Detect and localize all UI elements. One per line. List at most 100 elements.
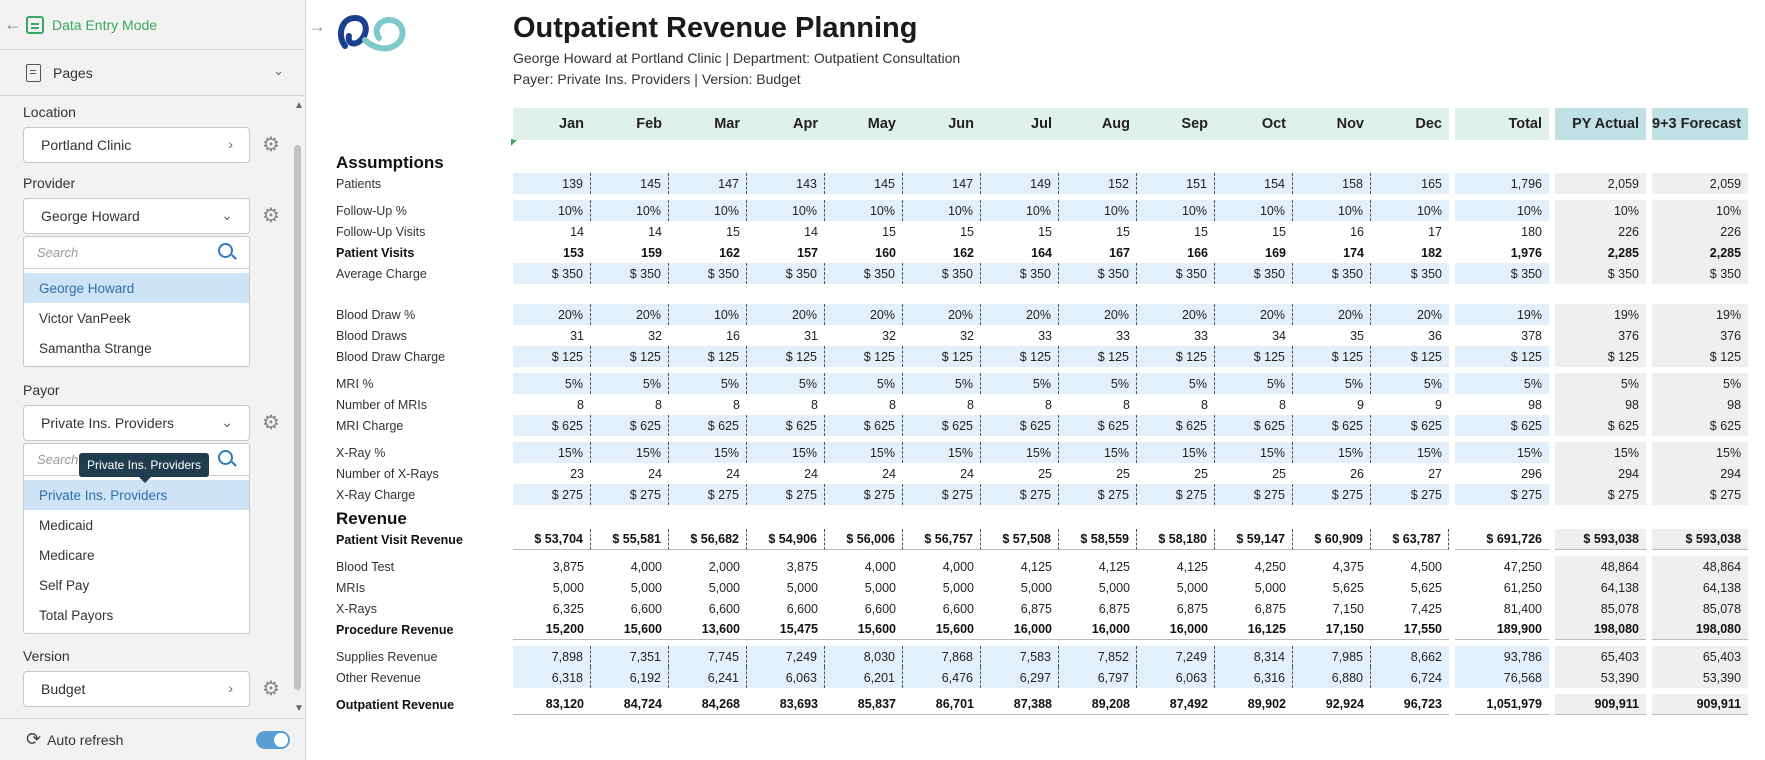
month-value-cell[interactable]: 10%	[591, 200, 669, 221]
month-value-cell[interactable]: 7,249	[747, 646, 825, 667]
month-value-cell[interactable]: 20%	[1215, 304, 1293, 325]
search-icon[interactable]	[218, 450, 233, 465]
month-value-cell[interactable]: 7,249	[1137, 646, 1215, 667]
month-value-cell[interactable]: $ 625	[1293, 415, 1371, 436]
month-value-cell[interactable]: 20%	[747, 304, 825, 325]
month-value-cell[interactable]: 8,662	[1371, 646, 1449, 667]
month-value-cell[interactable]: 20%	[513, 304, 591, 325]
month-value-cell[interactable]: 15%	[825, 442, 903, 463]
month-value-cell[interactable]: 5%	[981, 373, 1059, 394]
month-value-cell[interactable]: $ 125	[513, 346, 591, 367]
month-value-cell[interactable]: 20%	[1137, 304, 1215, 325]
month-value-cell[interactable]: 10%	[669, 304, 747, 325]
provider-option[interactable]: George Howard	[24, 273, 249, 303]
month-value-cell[interactable]: $ 275	[1215, 484, 1293, 505]
month-value-cell[interactable]: $ 350	[903, 263, 981, 284]
month-value-cell[interactable]: 15%	[1059, 442, 1137, 463]
month-value-cell[interactable]: 7,852	[1059, 646, 1137, 667]
month-value-cell[interactable]: 158	[1293, 173, 1371, 194]
month-value-cell[interactable]: $ 275	[903, 484, 981, 505]
month-value-cell[interactable]: $ 625	[1059, 415, 1137, 436]
month-value-cell[interactable]: $ 350	[981, 263, 1059, 284]
month-value-cell[interactable]: $ 125	[1215, 346, 1293, 367]
refresh-icon[interactable]: ⟳	[26, 729, 42, 749]
month-value-cell[interactable]: 8,314	[1215, 646, 1293, 667]
month-value-cell[interactable]: 5%	[825, 373, 903, 394]
scroll-down-icon[interactable]: ▼	[294, 703, 304, 714]
provider-option[interactable]: Samantha Strange	[39, 341, 152, 356]
month-value-cell[interactable]: 15%	[1137, 442, 1215, 463]
month-value-cell[interactable]: 15%	[981, 442, 1059, 463]
provider-select[interactable]: George Howard ⌄	[23, 198, 250, 234]
month-value-cell[interactable]: $ 625	[1215, 415, 1293, 436]
payor-settings-gear-icon[interactable]: ⚙	[262, 412, 280, 434]
payor-option[interactable]: Self Pay	[39, 578, 90, 593]
month-value-cell[interactable]: $ 625	[747, 415, 825, 436]
sidebar-scrollbar[interactable]: ▲ ▼	[292, 100, 304, 714]
location-select[interactable]: Portland Clinic ›	[23, 127, 250, 163]
month-value-cell[interactable]: 149	[981, 173, 1059, 194]
scrollbar-thumb[interactable]	[294, 145, 301, 690]
payor-option[interactable]: Private Ins. Providers	[24, 480, 249, 510]
month-value-cell[interactable]: $ 350	[1371, 263, 1449, 284]
data-entry-mode-label[interactable]: Data Entry Mode	[52, 16, 158, 33]
month-value-cell[interactable]: 7,583	[981, 646, 1059, 667]
month-value-cell[interactable]: 145	[825, 173, 903, 194]
pages-dropdown[interactable]: Pages ⌄	[0, 50, 306, 96]
month-value-cell[interactable]: $ 275	[513, 484, 591, 505]
month-value-cell[interactable]: 5%	[1371, 373, 1449, 394]
location-settings-gear-icon[interactable]: ⚙	[262, 134, 280, 156]
month-value-cell[interactable]: 15%	[513, 442, 591, 463]
month-value-cell[interactable]: 15%	[591, 442, 669, 463]
month-value-cell[interactable]: 20%	[981, 304, 1059, 325]
month-value-cell[interactable]: 6,201	[825, 667, 903, 688]
month-value-cell[interactable]: $ 125	[1371, 346, 1449, 367]
month-value-cell[interactable]: 5%	[1137, 373, 1215, 394]
month-value-cell[interactable]: 10%	[825, 200, 903, 221]
payor-option[interactable]: Medicaid	[39, 518, 94, 533]
month-value-cell[interactable]: $ 125	[591, 346, 669, 367]
month-value-cell[interactable]: 7,985	[1293, 646, 1371, 667]
month-value-cell[interactable]: $ 275	[1059, 484, 1137, 505]
month-value-cell[interactable]: 10%	[1293, 200, 1371, 221]
month-value-cell[interactable]: 147	[669, 173, 747, 194]
month-value-cell[interactable]: $ 625	[591, 415, 669, 436]
month-value-cell[interactable]: 20%	[825, 304, 903, 325]
month-value-cell[interactable]: $ 275	[1137, 484, 1215, 505]
version-settings-gear-icon[interactable]: ⚙	[262, 678, 280, 700]
month-value-cell[interactable]: 5%	[1293, 373, 1371, 394]
month-value-cell[interactable]: 10%	[1137, 200, 1215, 221]
search-icon[interactable]	[218, 243, 233, 258]
month-value-cell[interactable]: 6,318	[513, 667, 591, 688]
month-value-cell[interactable]: 154	[1215, 173, 1293, 194]
month-value-cell[interactable]: $ 125	[747, 346, 825, 367]
month-value-cell[interactable]: $ 275	[825, 484, 903, 505]
month-value-cell[interactable]: $ 625	[825, 415, 903, 436]
month-value-cell[interactable]: 6,241	[669, 667, 747, 688]
month-value-cell[interactable]: 165	[1371, 173, 1449, 194]
month-value-cell[interactable]: 10%	[903, 200, 981, 221]
month-value-cell[interactable]: 143	[747, 173, 825, 194]
month-value-cell[interactable]: 10%	[747, 200, 825, 221]
version-select[interactable]: Budget ›	[23, 671, 250, 707]
month-value-cell[interactable]: 15%	[669, 442, 747, 463]
month-value-cell[interactable]: $ 125	[669, 346, 747, 367]
month-value-cell[interactable]: $ 625	[903, 415, 981, 436]
month-value-cell[interactable]: 152	[1059, 173, 1137, 194]
month-value-cell[interactable]: $ 350	[747, 263, 825, 284]
month-value-cell[interactable]: 7,868	[903, 646, 981, 667]
month-value-cell[interactable]: $ 125	[1293, 346, 1371, 367]
collapse-sidebar-arrow-icon[interactable]: →	[308, 16, 326, 36]
auto-refresh-toggle[interactable]	[256, 731, 290, 749]
month-value-cell[interactable]: $ 350	[825, 263, 903, 284]
month-value-cell[interactable]: 10%	[669, 200, 747, 221]
month-value-cell[interactable]: 151	[1137, 173, 1215, 194]
month-value-cell[interactable]: 147	[903, 173, 981, 194]
month-value-cell[interactable]: 6,063	[1137, 667, 1215, 688]
month-value-cell[interactable]: $ 350	[1293, 263, 1371, 284]
month-value-cell[interactable]: 145	[591, 173, 669, 194]
month-value-cell[interactable]: $ 275	[1371, 484, 1449, 505]
month-value-cell[interactable]: 5%	[591, 373, 669, 394]
month-value-cell[interactable]: 6,316	[1215, 667, 1293, 688]
month-value-cell[interactable]: 5%	[1215, 373, 1293, 394]
